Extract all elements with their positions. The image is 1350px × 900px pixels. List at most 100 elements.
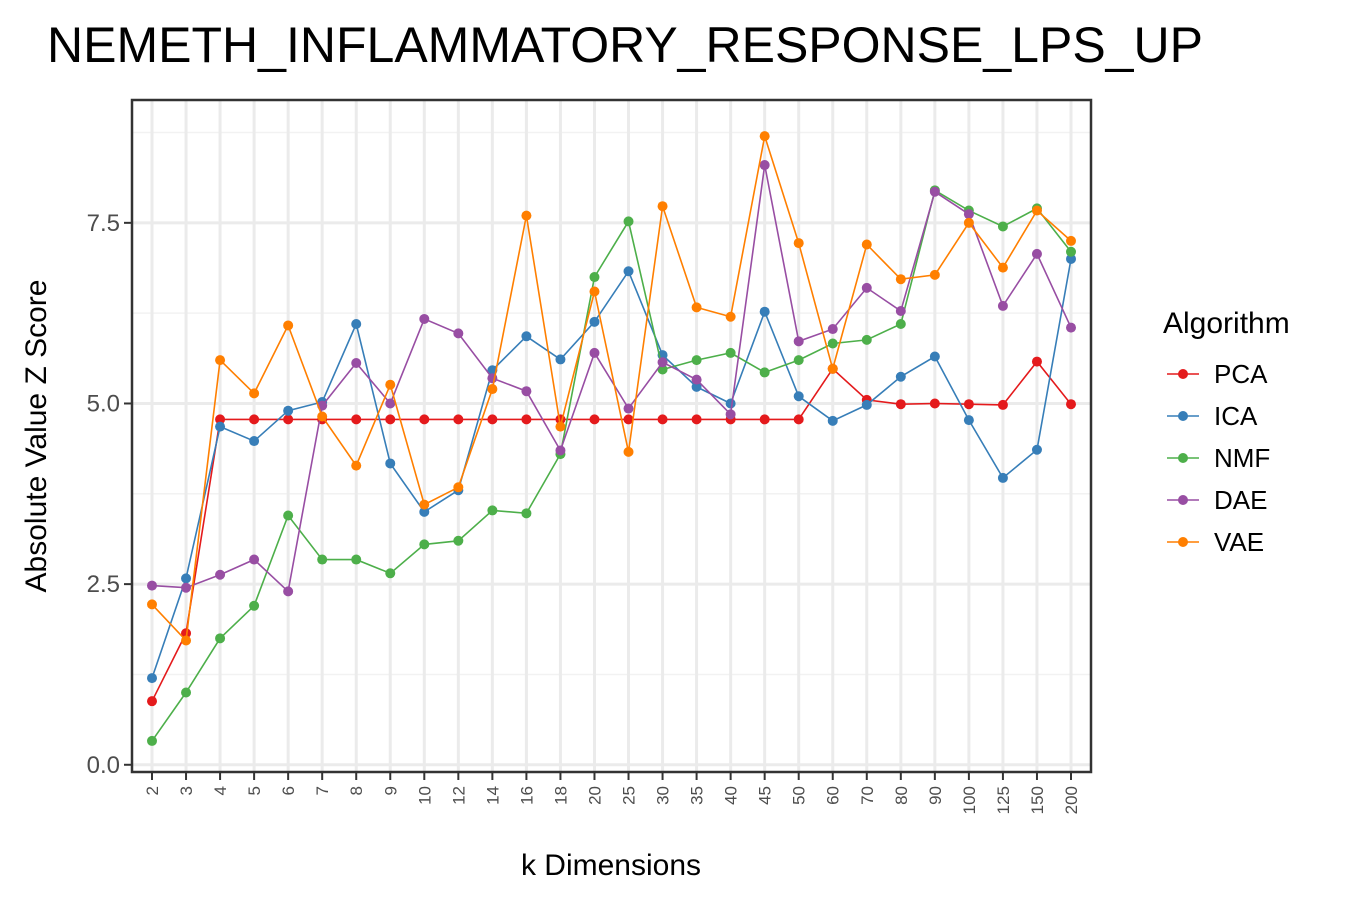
data-point [997, 472, 1008, 483]
data-point [623, 446, 634, 457]
series-line-vae [151, 135, 1072, 643]
legend-label: ICA [1214, 401, 1258, 431]
data-point [827, 363, 838, 374]
data-point [895, 274, 906, 285]
data-point [249, 600, 260, 611]
data-point [759, 131, 770, 142]
data-point [1031, 444, 1042, 455]
chart-title: NEMETH_INFLAMMATORY_RESPONSE_LPS_UP [47, 17, 1203, 73]
data-point [691, 374, 702, 385]
data-point [589, 272, 600, 283]
data-point [895, 319, 906, 329]
data-point [147, 599, 157, 610]
x-tick-label: 14 [483, 786, 502, 805]
data-point [657, 201, 668, 212]
data-point [147, 735, 157, 746]
data-point [963, 209, 974, 220]
axes: 0.02.55.07.52 3 4 5 6 7 8 9 10 12 14 16 18 20 25 30 35 40… [87, 98, 1093, 814]
legend-key-point [1178, 495, 1188, 505]
data-point [521, 414, 532, 425]
data-point [215, 633, 226, 644]
x-tick-label: 12 [449, 786, 468, 805]
data-point [929, 398, 940, 409]
data-point [555, 445, 566, 456]
data-point [385, 379, 396, 390]
data-point [657, 357, 668, 368]
data-point [487, 505, 498, 516]
data-point [861, 399, 872, 410]
y-tick-label: 2.5 [87, 571, 120, 598]
x-tick-label: 50 [790, 786, 809, 805]
data-point [215, 355, 226, 366]
data-point [623, 216, 634, 227]
x-tick-label: 150 [1028, 786, 1047, 814]
data-point [385, 458, 396, 469]
legend-key-point [1178, 453, 1188, 463]
x-tick-label: 200 [1062, 786, 1081, 814]
data-point [147, 696, 157, 707]
data-point [691, 414, 702, 425]
data-point [351, 319, 362, 329]
x-tick-label: 4 [211, 786, 230, 795]
data-point [1031, 356, 1042, 367]
data-point [623, 266, 634, 277]
data-point [997, 262, 1008, 273]
data-point [283, 405, 294, 416]
data-point [249, 436, 260, 447]
data-point [929, 186, 940, 197]
data-point [317, 554, 328, 565]
data-point [419, 506, 430, 517]
x-tick-label: 30 [654, 786, 673, 805]
data-point [827, 338, 838, 349]
x-tick-label: 9 [381, 786, 400, 795]
legend-key-point [1178, 537, 1188, 547]
data-point [147, 580, 157, 591]
series-line-dae [151, 164, 1072, 593]
data-point [861, 282, 872, 293]
series-dae [147, 160, 1076, 597]
series-nmf [147, 185, 1076, 746]
data-point [283, 414, 294, 425]
legend-label: DAE [1214, 485, 1267, 515]
data-point [793, 391, 804, 402]
legend-title: Algorithm [1163, 307, 1290, 340]
data-point [487, 384, 498, 395]
series-vae [147, 131, 1076, 646]
data-point [1031, 205, 1042, 216]
data-point [589, 347, 600, 358]
data-point [351, 414, 362, 425]
data-point [997, 300, 1008, 311]
data-point [1066, 253, 1076, 264]
legend-label: VAE [1214, 527, 1264, 557]
x-tick-label: 5 [245, 786, 264, 795]
x-tick-label: 40 [722, 786, 741, 805]
data-point [895, 399, 906, 410]
x-tick-label: 70 [858, 786, 877, 805]
data-point [1066, 246, 1076, 257]
x-tick-label: 3 [177, 786, 196, 795]
data-point [419, 539, 430, 550]
x-tick-label: 90 [926, 786, 945, 805]
x-tick-label: 16 [517, 786, 536, 805]
data-point [725, 398, 736, 409]
y-axis-title: Absolute Value Z Score [20, 280, 53, 593]
data-point [453, 535, 464, 546]
legend-item-pca: PCA [1167, 359, 1268, 389]
data-point [725, 409, 736, 420]
legend-item-vae: VAE [1167, 527, 1264, 557]
data-point [997, 399, 1008, 410]
x-axis-title: k Dimensions [521, 849, 701, 882]
x-tick-label: 10 [415, 786, 434, 805]
x-tick-label: 60 [824, 786, 843, 805]
x-tick-label: 80 [892, 786, 911, 805]
series-pca [147, 356, 1076, 707]
data-point [419, 313, 430, 324]
data-point [249, 414, 260, 425]
legend-item-ica: ICA [1167, 401, 1258, 431]
plot-border [130, 98, 1093, 774]
data-point [623, 403, 634, 414]
series-line-ica [151, 258, 1072, 679]
data-point [385, 398, 396, 409]
y-tick-label: 7.5 [87, 210, 120, 237]
data-point [963, 217, 974, 228]
